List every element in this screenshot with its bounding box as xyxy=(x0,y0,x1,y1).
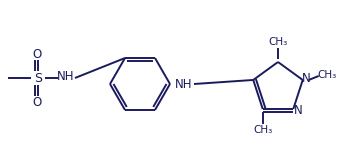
Text: CH₃: CH₃ xyxy=(317,70,336,80)
Text: NH: NH xyxy=(175,78,193,90)
Text: O: O xyxy=(32,95,42,109)
Text: CH₃: CH₃ xyxy=(268,37,288,47)
Text: N: N xyxy=(294,104,303,117)
Text: O: O xyxy=(32,47,42,61)
Text: N: N xyxy=(302,73,311,85)
Text: S: S xyxy=(34,71,42,85)
Text: CH₃: CH₃ xyxy=(253,125,273,135)
Text: NH: NH xyxy=(57,71,75,83)
